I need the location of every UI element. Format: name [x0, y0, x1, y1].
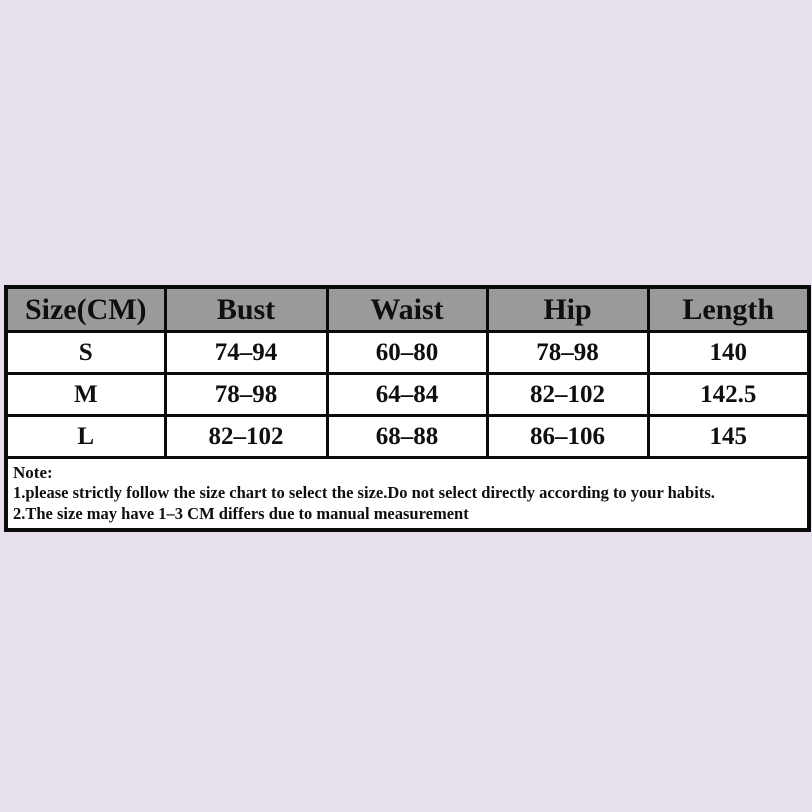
column-header-hip: Hip [485, 285, 650, 333]
size-cell: M [4, 372, 167, 417]
note-content: Note: 1.please strictly follow the size … [9, 461, 806, 527]
bust-cell: 78–98 [163, 372, 329, 417]
length-cell: 140 [646, 330, 811, 375]
note-title: Note: [13, 463, 53, 482]
waist-cell: 64–84 [325, 372, 489, 417]
note-row: Note: 1.please strictly follow the size … [4, 455, 811, 532]
waist-cell: 60–80 [325, 330, 489, 375]
bust-cell: 82–102 [163, 414, 329, 459]
length-cell: 142.5 [646, 372, 811, 417]
column-header-waist: Waist [325, 285, 489, 333]
bust-cell: 74–94 [163, 330, 329, 375]
table-header-row: Size(CM) Bust Waist Hip Length [4, 285, 811, 333]
column-header-bust: Bust [163, 285, 329, 333]
table-row-s: S 74–94 60–80 78–98 140 [4, 330, 811, 375]
waist-cell: 68–88 [325, 414, 489, 459]
hip-cell: 86–106 [485, 414, 650, 459]
size-cell: S [4, 330, 167, 375]
table-row-m: M 78–98 64–84 82–102 142.5 [4, 372, 811, 417]
note-line-1: 1.please strictly follow the size chart … [13, 483, 715, 503]
table-row-l: L 82–102 68–88 86–106 145 [4, 414, 811, 459]
column-header-length: Length [646, 285, 811, 333]
size-cell: L [4, 414, 167, 459]
column-header-size: Size(CM) [4, 285, 167, 333]
size-chart-table: Size(CM) Bust Waist Hip Length S 74–94 6… [4, 285, 811, 532]
note-section: Note: 1.please strictly follow the size … [4, 455, 811, 532]
hip-cell: 82–102 [485, 372, 650, 417]
note-line-2: 2.The size may have 1–3 CM differs due t… [13, 503, 469, 523]
hip-cell: 78–98 [485, 330, 650, 375]
length-cell: 145 [646, 414, 811, 459]
